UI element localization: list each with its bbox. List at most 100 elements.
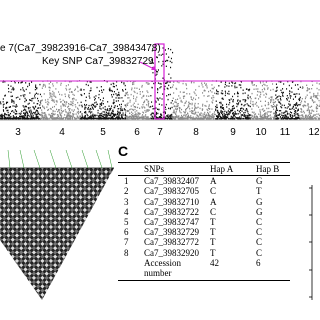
point — [131, 114, 133, 116]
point — [70, 103, 72, 106]
point — [174, 111, 176, 113]
point — [226, 85, 228, 87]
point — [28, 108, 30, 110]
point — [46, 106, 48, 108]
point — [90, 81, 92, 83]
header-cell: SNPs — [144, 161, 210, 177]
point — [215, 92, 217, 95]
point — [208, 90, 210, 93]
point — [80, 118, 82, 120]
point — [282, 91, 284, 94]
point — [62, 103, 64, 106]
point — [135, 118, 137, 120]
point — [191, 112, 193, 114]
point — [36, 117, 38, 120]
point — [23, 115, 25, 117]
point — [25, 112, 27, 115]
point — [106, 116, 108, 118]
point — [164, 117, 166, 119]
point — [134, 91, 136, 94]
point — [29, 117, 31, 119]
point — [104, 111, 106, 113]
point — [265, 112, 267, 114]
point — [185, 118, 187, 120]
point — [149, 106, 151, 108]
point — [141, 84, 143, 87]
table-cell: G — [256, 196, 263, 207]
point — [266, 107, 268, 110]
point — [161, 104, 163, 106]
point — [146, 104, 148, 106]
point — [194, 102, 196, 105]
point — [283, 116, 285, 118]
point — [24, 105, 26, 107]
point — [11, 118, 13, 120]
point — [274, 115, 276, 117]
point — [228, 99, 230, 101]
point — [258, 106, 260, 108]
point — [72, 100, 74, 102]
point — [294, 110, 296, 112]
point — [12, 87, 14, 89]
point — [227, 115, 229, 117]
point — [60, 114, 62, 116]
point — [91, 111, 93, 113]
point — [317, 117, 319, 119]
point — [35, 111, 37, 113]
point — [189, 103, 191, 105]
point — [57, 110, 59, 113]
point — [195, 98, 197, 101]
point — [228, 111, 230, 113]
point — [157, 89, 159, 91]
point — [35, 116, 37, 118]
point — [43, 116, 45, 119]
point — [124, 113, 126, 115]
point — [121, 116, 123, 118]
point — [147, 116, 149, 118]
point — [248, 89, 250, 92]
point — [53, 105, 55, 108]
point — [216, 106, 218, 109]
point — [216, 90, 218, 93]
point — [72, 110, 74, 113]
point — [134, 106, 136, 108]
point — [196, 114, 198, 117]
point — [157, 71, 159, 73]
point — [23, 112, 25, 114]
point — [30, 114, 32, 117]
point — [296, 118, 298, 120]
point — [130, 116, 132, 118]
point — [50, 108, 52, 110]
point — [204, 82, 206, 84]
point — [89, 90, 91, 92]
point — [35, 113, 37, 116]
point — [291, 117, 293, 119]
point — [152, 62, 154, 64]
point — [311, 116, 313, 118]
point — [137, 116, 139, 118]
point — [13, 88, 15, 90]
point — [279, 116, 281, 118]
point — [263, 83, 265, 85]
header-cell: Hap A — [210, 161, 256, 177]
point — [246, 108, 248, 110]
point — [222, 117, 224, 119]
point — [40, 114, 42, 116]
point — [265, 96, 267, 98]
header-cell — [118, 161, 144, 177]
point — [209, 111, 211, 113]
point — [40, 100, 42, 102]
point — [293, 118, 295, 120]
point — [107, 109, 109, 111]
point — [103, 114, 105, 116]
point — [276, 116, 278, 118]
point — [0, 115, 2, 117]
point — [108, 88, 110, 91]
point — [318, 114, 320, 117]
point — [92, 114, 94, 117]
point — [212, 114, 214, 116]
point — [165, 82, 167, 84]
point — [212, 88, 214, 90]
point — [124, 117, 126, 119]
point — [24, 114, 26, 116]
